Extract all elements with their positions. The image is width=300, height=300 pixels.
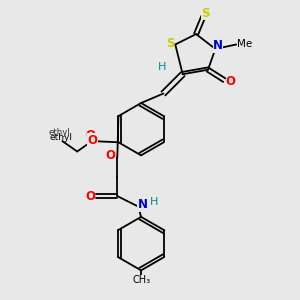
Text: O: O (85, 129, 96, 142)
Text: H: H (158, 62, 166, 72)
Text: H: H (150, 197, 159, 207)
Text: S: S (166, 37, 174, 50)
Text: O: O (88, 134, 98, 147)
Text: ethyl: ethyl (49, 128, 70, 136)
Text: Me: Me (237, 40, 252, 50)
Text: ethyl: ethyl (49, 133, 72, 142)
Text: N: N (138, 199, 148, 212)
Text: CH₃: CH₃ (132, 275, 150, 285)
Text: O: O (106, 148, 116, 162)
Text: O: O (85, 190, 95, 202)
Text: S: S (201, 8, 209, 20)
Text: N: N (213, 40, 224, 52)
Text: O: O (226, 75, 236, 88)
